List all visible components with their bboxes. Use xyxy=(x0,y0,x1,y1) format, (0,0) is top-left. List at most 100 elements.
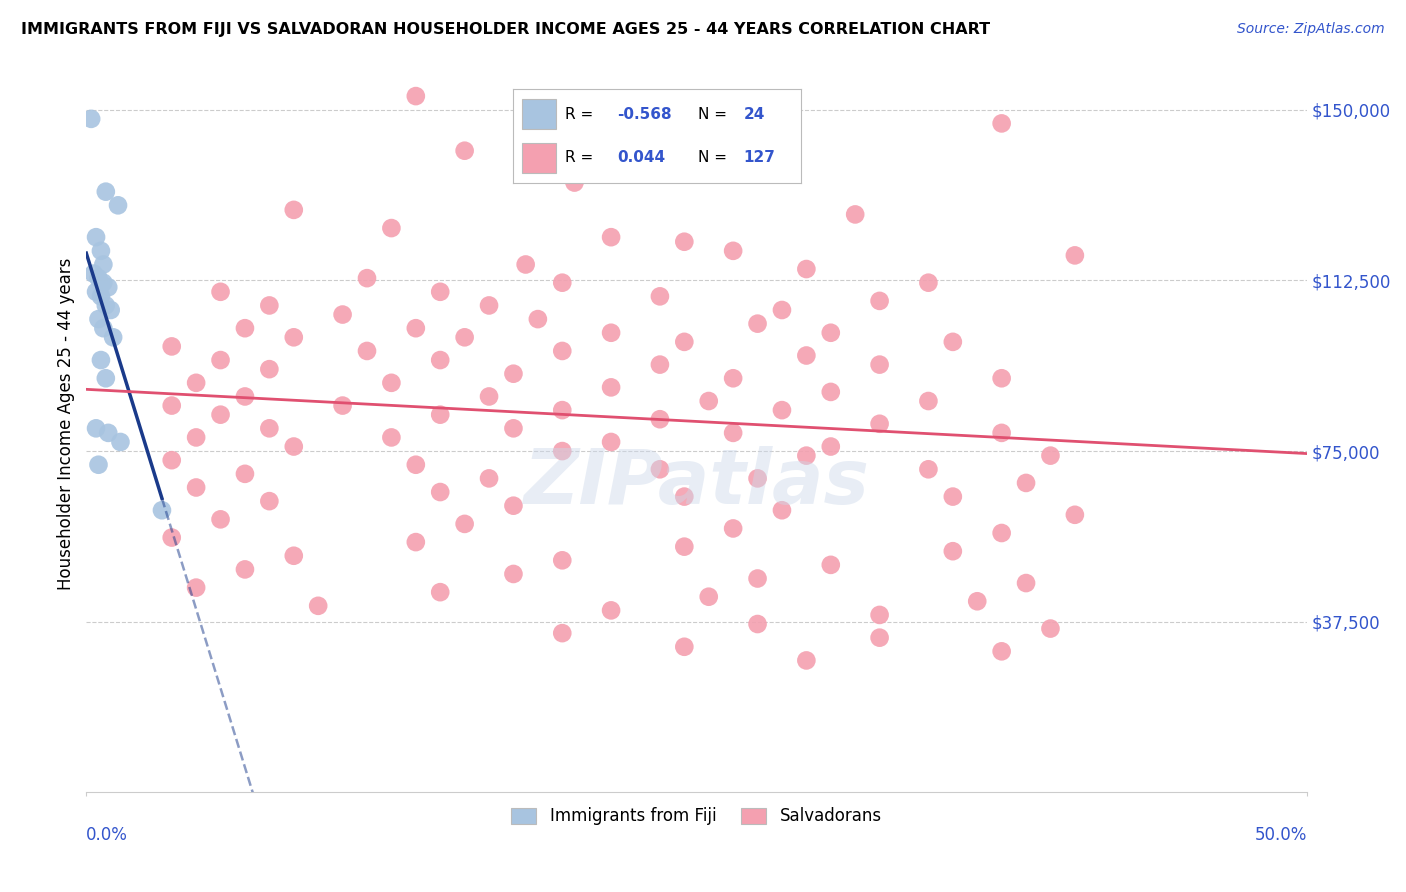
Point xyxy=(1063,248,1085,262)
Point xyxy=(942,490,965,504)
Point xyxy=(405,458,427,472)
Point xyxy=(673,540,696,554)
Point xyxy=(233,467,256,481)
Point xyxy=(721,521,744,535)
Point xyxy=(990,425,1012,440)
Point xyxy=(160,531,183,545)
Point xyxy=(160,453,183,467)
Legend: Immigrants from Fiji, Salvadorans: Immigrants from Fiji, Salvadorans xyxy=(505,801,889,832)
Point xyxy=(429,485,451,500)
Text: N =: N = xyxy=(697,107,731,122)
Point xyxy=(502,499,524,513)
Bar xyxy=(522,143,557,173)
Point xyxy=(990,371,1012,385)
Point xyxy=(551,276,574,290)
Text: IMMIGRANTS FROM FIJI VS SALVADORAN HOUSEHOLDER INCOME AGES 25 - 44 YEARS CORRELA: IMMIGRANTS FROM FIJI VS SALVADORAN HOUSE… xyxy=(21,22,990,37)
Text: 24: 24 xyxy=(744,107,765,122)
Text: 50.0%: 50.0% xyxy=(1254,826,1306,844)
Point xyxy=(90,353,112,368)
Point xyxy=(150,503,173,517)
Point xyxy=(84,421,107,435)
Text: -0.568: -0.568 xyxy=(617,107,672,122)
Point xyxy=(747,317,769,331)
Point xyxy=(283,330,305,344)
Point xyxy=(107,198,129,212)
Point xyxy=(259,362,281,376)
Text: 0.0%: 0.0% xyxy=(86,826,128,844)
Point xyxy=(233,389,256,403)
Point xyxy=(93,258,115,272)
Point xyxy=(380,430,402,444)
Text: ZIPatlas: ZIPatlas xyxy=(523,446,869,520)
Point xyxy=(917,276,939,290)
Point xyxy=(1039,622,1062,636)
Point xyxy=(93,321,115,335)
Point xyxy=(673,235,696,249)
Point xyxy=(405,535,427,549)
Point xyxy=(94,185,117,199)
Point xyxy=(1015,475,1038,490)
Point xyxy=(405,89,427,103)
Point xyxy=(453,144,475,158)
Point xyxy=(405,321,427,335)
Point xyxy=(209,408,232,422)
Point xyxy=(966,594,988,608)
Point xyxy=(820,384,842,399)
Point xyxy=(990,644,1012,658)
Point xyxy=(770,303,793,318)
Point xyxy=(869,358,891,372)
Point xyxy=(796,262,818,277)
Point xyxy=(869,417,891,431)
Point xyxy=(820,326,842,340)
Point xyxy=(600,380,623,394)
Point xyxy=(820,558,842,572)
Point xyxy=(796,449,818,463)
Point xyxy=(551,626,574,640)
Point xyxy=(747,572,769,586)
Point xyxy=(600,434,623,449)
Point xyxy=(97,425,120,440)
Point xyxy=(478,389,501,403)
Point xyxy=(380,376,402,390)
Point xyxy=(551,343,574,358)
Point xyxy=(796,653,818,667)
Point xyxy=(160,399,183,413)
Point xyxy=(87,271,110,285)
Point xyxy=(184,376,207,390)
Point xyxy=(770,503,793,517)
Point xyxy=(80,112,103,126)
Point xyxy=(527,312,550,326)
Point xyxy=(356,271,378,285)
Point xyxy=(673,640,696,654)
Point xyxy=(97,280,120,294)
Point xyxy=(84,285,107,299)
Point xyxy=(697,590,720,604)
Point xyxy=(673,490,696,504)
Point xyxy=(332,399,354,413)
Text: N =: N = xyxy=(697,150,731,165)
Text: 127: 127 xyxy=(744,150,776,165)
Point xyxy=(648,358,671,372)
Point xyxy=(94,298,117,312)
Point xyxy=(478,471,501,485)
Text: Source: ZipAtlas.com: Source: ZipAtlas.com xyxy=(1237,22,1385,37)
Point xyxy=(1015,576,1038,591)
Point xyxy=(600,326,623,340)
Point xyxy=(453,516,475,531)
Point xyxy=(259,421,281,435)
Point xyxy=(942,334,965,349)
Point xyxy=(84,230,107,244)
Point xyxy=(844,207,866,221)
Point xyxy=(564,176,586,190)
Point xyxy=(356,343,378,358)
Point xyxy=(209,512,232,526)
Point xyxy=(259,494,281,508)
Point xyxy=(869,607,891,622)
Point xyxy=(87,312,110,326)
Point xyxy=(648,289,671,303)
Point xyxy=(600,603,623,617)
Point xyxy=(502,367,524,381)
Point xyxy=(90,244,112,258)
Y-axis label: Householder Income Ages 25 - 44 years: Householder Income Ages 25 - 44 years xyxy=(58,258,75,590)
Point xyxy=(478,298,501,312)
